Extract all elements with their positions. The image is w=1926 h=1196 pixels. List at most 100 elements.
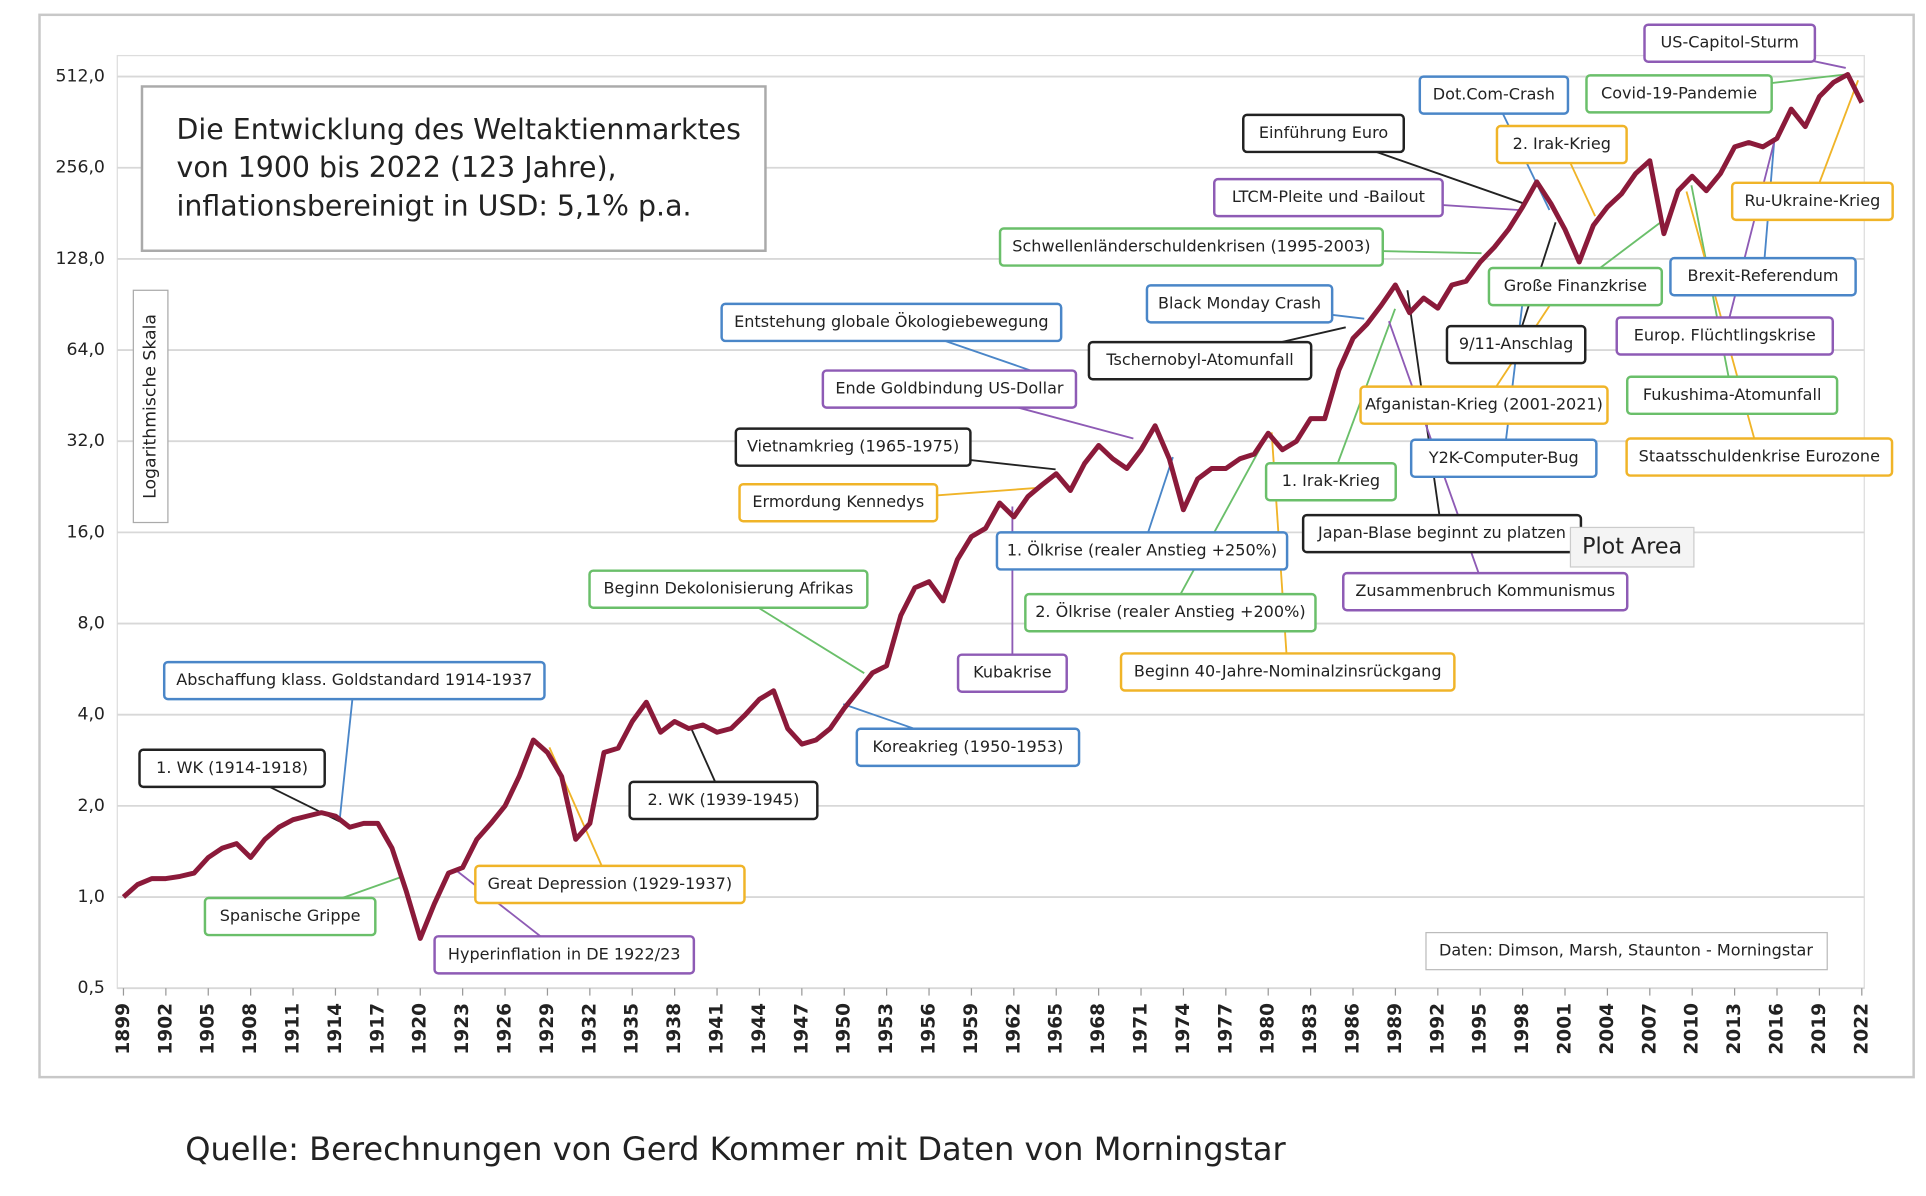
annotation-text: US-Capitol-Sturm: [1661, 33, 1799, 52]
annotation-text: Beginn 40-Jahre-Nominalzinsrückgang: [1134, 661, 1442, 680]
annotation-text: Great Depression (1929-1937): [488, 874, 733, 893]
leader-line: [338, 680, 356, 822]
x-tick-label: 1935: [622, 1003, 643, 1055]
x-tick-label: 1974: [1173, 1003, 1194, 1055]
annotation-box: [628, 780, 819, 821]
annotation-box: [734, 427, 972, 467]
x-tick-label: 2004: [1597, 1003, 1618, 1055]
y-tick-label: 128,0: [56, 249, 105, 269]
x-tick-label: 2001: [1555, 1003, 1576, 1055]
caption: Quelle: Berechnungen von Gerd Kommer mit…: [185, 1130, 1286, 1168]
annotation-box: [433, 935, 696, 975]
tooltip-text: Plot Area: [1582, 534, 1682, 560]
annotation-text: Beginn Dekolonisierung Afrikas: [604, 579, 854, 598]
annotation-box: [1495, 124, 1628, 165]
x-tick-label: 1938: [664, 1003, 685, 1055]
annotation-text: Afganistan-Krieg (2001-2021): [1365, 395, 1603, 414]
annotation-text: Covid-19-Pandemie: [1601, 83, 1757, 102]
annotation-box: [1730, 181, 1894, 222]
annotation-box: [1643, 23, 1817, 63]
annotation-text: 1. Irak-Krieg: [1282, 471, 1380, 490]
annotation-box: [720, 302, 1063, 343]
annotation-box: [1119, 652, 1456, 692]
x-tick-label: 1992: [1427, 1003, 1448, 1055]
annotation-text: 2. Irak-Krieg: [1513, 134, 1611, 153]
y-tick-label: 4,0: [77, 705, 104, 725]
y-tick-label: 512,0: [56, 67, 105, 87]
x-tick-label: 1977: [1215, 1003, 1236, 1055]
x-tick-label: 1947: [791, 1003, 812, 1055]
x-tick-label: 1923: [452, 1003, 473, 1055]
annotation-text: Abschaffung klass. Goldstandard 1914-193…: [176, 670, 532, 689]
annotation-text: Japan-Blase beginnt zu platzen: [1317, 523, 1566, 542]
annotation-text: Staatsschuldenkrise Eurozone: [1639, 447, 1880, 466]
annotation-box: [1342, 571, 1629, 612]
annotation-box: [1669, 256, 1857, 297]
annotation-text: Black Monday Crash: [1158, 293, 1321, 312]
y-tick-label: 0,5: [77, 978, 104, 998]
series: [121, 72, 1865, 941]
annotation-text: Entstehung globale Ökologiebewegung: [734, 312, 1048, 331]
x-tick-label: 2007: [1639, 1003, 1660, 1055]
leader-line: [1502, 283, 1526, 459]
chart-title: von 1900 bis 2022 (123 Jahre),: [177, 151, 617, 184]
x-tick-label: 2016: [1767, 1003, 1788, 1055]
annotation-box: [1242, 113, 1405, 154]
y-label-box: [132, 289, 169, 524]
x-tick-label: 2019: [1809, 1003, 1830, 1055]
y-tick-label: 32,0: [66, 431, 104, 451]
source-note: Daten: Dimson, Marsh, Staunton - Morning…: [1439, 941, 1813, 960]
x-tick-label: 1941: [707, 1003, 728, 1055]
annotation-box: [1418, 75, 1570, 115]
annotation-text: 1. Ölkrise (realer Anstieg +250%): [1007, 540, 1277, 559]
annotation-text: Tschernobyl-Atomunfall: [1105, 350, 1293, 369]
annotation-text: Einführung Euro: [1259, 123, 1388, 142]
annotation-text: 2. WK (1939-1945): [648, 790, 800, 809]
y-tick-label: 2,0: [77, 796, 104, 816]
annotation-box: [1487, 266, 1664, 307]
x-tick-label: 1989: [1385, 1003, 1406, 1055]
series-line: [121, 72, 1865, 941]
chart-title: Die Entwicklung des Weltaktienmarktes: [177, 113, 741, 146]
x-tick-label: 1953: [876, 1003, 897, 1055]
x-tick-label: 1944: [749, 1003, 770, 1055]
annotation-box: [738, 482, 939, 523]
x-tick-label: 1986: [1343, 1003, 1364, 1055]
x-tick-label: 1950: [834, 1003, 855, 1055]
y-tick-label: 256,0: [56, 158, 105, 178]
x-tick-label: 1965: [1046, 1003, 1067, 1055]
leader-line: [1169, 438, 1267, 614]
y-axis-label: Logarithmische Skala: [141, 314, 161, 499]
tooltip: [1569, 526, 1695, 568]
source-box: [1425, 931, 1828, 971]
x-tick-label: 1899: [113, 1003, 134, 1055]
annotation-text: LTCM-Pleite und -Bailout: [1232, 187, 1425, 206]
annotation-box: [1024, 592, 1317, 633]
x-tick-label: 1962: [1003, 1003, 1024, 1055]
annotation-box: [1087, 340, 1313, 381]
annotation-text: Ru-Ukraine-Krieg: [1745, 191, 1881, 210]
x-tick-label: 1914: [325, 1003, 346, 1055]
x-tick-label: 1926: [495, 1003, 516, 1055]
x-tick-label: 2013: [1724, 1003, 1745, 1055]
x-tick-label: 1983: [1300, 1003, 1321, 1055]
x-tick-label: 1911: [283, 1003, 304, 1055]
x-tick-label: 2022: [1851, 1003, 1872, 1055]
annotation-box: [162, 660, 546, 701]
title-box: [140, 85, 767, 252]
annotation-text: Dot.Com-Crash: [1433, 85, 1555, 104]
annotation-text: Europ. Flüchtlingskrise: [1634, 325, 1816, 344]
annotation-text: Fukushima-Atomunfall: [1643, 385, 1822, 404]
annotation-box: [588, 569, 869, 609]
annotation-box: [995, 531, 1289, 571]
annotation-box: [1625, 375, 1839, 416]
x-tick-label: 1956: [919, 1003, 940, 1055]
annotation-text: Kubakrise: [973, 663, 1052, 682]
annotation-box: [821, 369, 1078, 409]
annotation-text: Spanische Grippe: [220, 906, 361, 925]
annotation-text: Vietnamkrieg (1965-1975): [747, 437, 959, 456]
x-tick-label: 2010: [1682, 1003, 1703, 1055]
annotation-text: Hyperinflation in DE 1922/23: [448, 944, 681, 963]
annotation-text: Große Finanzkrise: [1504, 276, 1647, 295]
